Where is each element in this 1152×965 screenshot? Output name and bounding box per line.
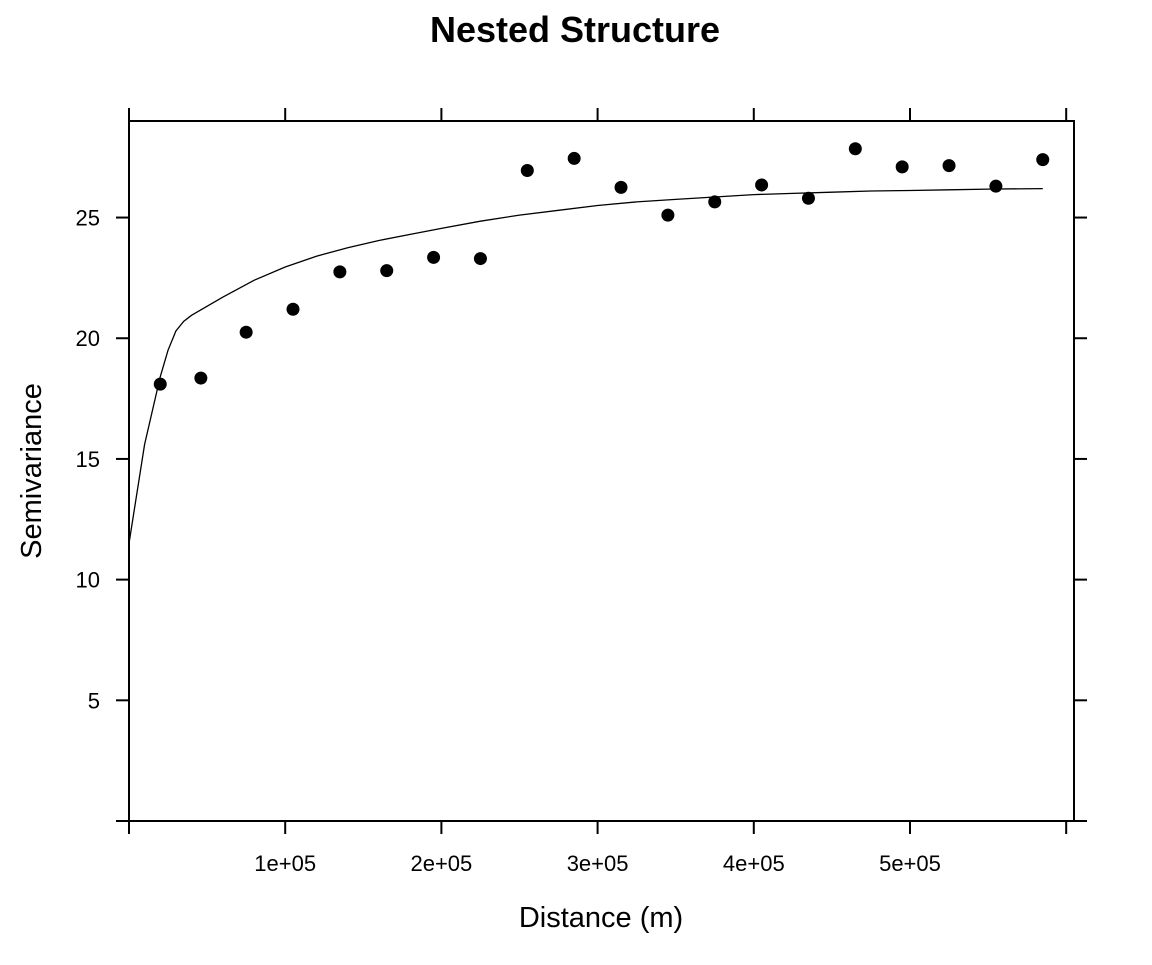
data-point <box>520 163 534 177</box>
data-point <box>286 302 300 316</box>
data-point <box>380 264 394 278</box>
y-tick-label: 25 <box>76 206 100 231</box>
y-tick-label: 10 <box>76 568 100 593</box>
data-points <box>153 142 1050 391</box>
data-point <box>239 325 253 339</box>
plot-frame <box>128 120 1075 822</box>
fitted-model-layer <box>128 187 1043 544</box>
axis-ticks: 1e+05 2e+05 3e+05 4e+05 5e+05 5 10 15 20 25 <box>76 108 1087 876</box>
data-point <box>153 377 167 391</box>
chart-title: Nested Structure <box>430 9 720 50</box>
data-point <box>661 208 675 222</box>
data-point <box>473 252 487 266</box>
data-point <box>895 160 909 174</box>
data-point <box>333 265 347 279</box>
data-point <box>755 178 769 192</box>
x-axis-label: Distance (m) <box>519 902 683 934</box>
x-tick-label: 2e+05 <box>410 851 472 876</box>
y-axis-label: Semivariance <box>16 383 48 559</box>
data-point <box>567 151 581 165</box>
data-point <box>427 250 441 264</box>
y-tick-label: 20 <box>76 326 100 351</box>
data-point <box>194 371 208 385</box>
data-point <box>708 195 722 209</box>
data-point <box>942 159 956 173</box>
x-tick-label: 5e+05 <box>879 851 941 876</box>
fitted-model-line <box>128 187 1043 544</box>
y-tick-label: 15 <box>76 447 100 472</box>
data-point <box>1036 153 1050 167</box>
x-tick-label: 3e+05 <box>567 851 629 876</box>
x-tick-label: 1e+05 <box>254 851 316 876</box>
y-tick-label: 5 <box>88 688 100 713</box>
x-tick-label: 4e+05 <box>723 851 785 876</box>
data-point <box>614 180 628 194</box>
data-point <box>848 142 862 156</box>
data-point <box>801 191 815 205</box>
data-point <box>989 179 1003 193</box>
